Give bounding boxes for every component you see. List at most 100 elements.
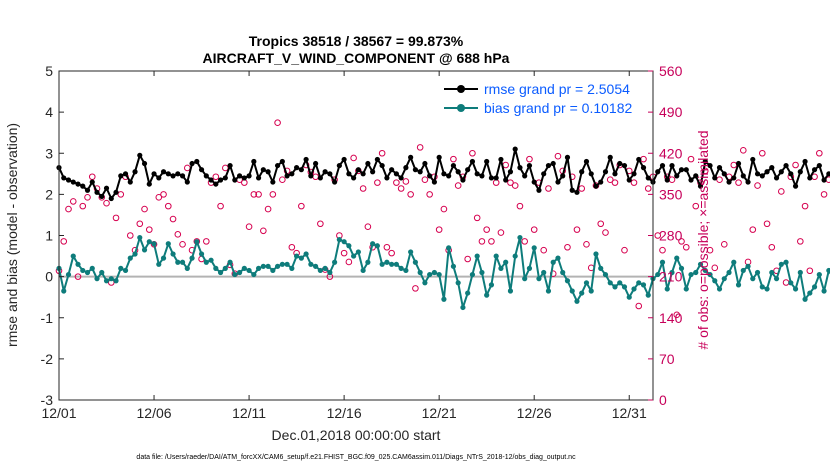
rmse-point-154 bbox=[788, 171, 794, 177]
legend: rmse grand pr = 2.5054 bias grand pr = 0… bbox=[444, 81, 632, 116]
rmse-point-133 bbox=[688, 177, 694, 183]
obs-point-98 bbox=[521, 238, 528, 245]
bias-point-86 bbox=[465, 290, 471, 296]
rmse-point-128 bbox=[664, 177, 670, 183]
bias-point-106 bbox=[560, 269, 566, 276]
rmse-point-75 bbox=[412, 167, 418, 173]
bias-point-136 bbox=[702, 267, 708, 274]
bias-point-78 bbox=[427, 271, 433, 278]
rmse-point-41 bbox=[251, 158, 257, 165]
obs-point-21 bbox=[155, 194, 163, 201]
obs-point-143 bbox=[735, 179, 742, 186]
obs-point-55 bbox=[317, 220, 324, 228]
x-tick-label-2: 12/11 bbox=[232, 405, 266, 421]
obs-point-95 bbox=[507, 179, 514, 186]
obs-point-153 bbox=[782, 279, 790, 286]
rmse-point-57 bbox=[327, 171, 333, 177]
rmse-point-149 bbox=[764, 169, 770, 175]
bias-point-92 bbox=[493, 253, 499, 259]
bias-point-153 bbox=[783, 259, 789, 265]
bias-point-62 bbox=[351, 253, 357, 259]
rmse-point-127 bbox=[659, 162, 666, 169]
rmse-point-84 bbox=[455, 169, 461, 175]
obs-point-68 bbox=[378, 149, 386, 157]
bias-point-133 bbox=[688, 271, 694, 278]
bias-point-55 bbox=[317, 267, 323, 274]
bias-point-122 bbox=[636, 280, 642, 286]
rmse-point-103 bbox=[545, 162, 552, 169]
obs-point-73 bbox=[402, 178, 410, 185]
bias-point-53 bbox=[308, 261, 314, 267]
obs-point-33 bbox=[212, 173, 220, 181]
obs-point-83 bbox=[450, 155, 457, 163]
left-y-tick-label-7: 4 bbox=[45, 104, 53, 120]
bias-point-139 bbox=[716, 286, 723, 292]
bias-point-18 bbox=[141, 247, 148, 253]
y-axis-label-right: # of obs: o=possible; ×=assimilated bbox=[695, 130, 711, 349]
rmse-point-83 bbox=[450, 162, 457, 169]
obs-point-84 bbox=[454, 182, 462, 189]
rmse-point-3 bbox=[70, 179, 76, 185]
obs-point-109 bbox=[573, 226, 581, 233]
rmse-point-42 bbox=[255, 175, 262, 181]
obs-point-51 bbox=[298, 202, 305, 210]
bias-point-26 bbox=[179, 259, 186, 265]
rmse-point-52 bbox=[303, 156, 309, 163]
rmse-point-6 bbox=[84, 187, 91, 193]
bias-point-134 bbox=[693, 269, 699, 276]
left-y-tick-label-6: 3 bbox=[45, 145, 53, 161]
obs-point-160 bbox=[816, 149, 823, 157]
obs-point-65 bbox=[364, 223, 372, 230]
rmse-point-81 bbox=[441, 171, 447, 177]
bias-point-8 bbox=[94, 276, 100, 282]
left-y-tick-label-2: -1 bbox=[41, 310, 54, 326]
bias-point-113 bbox=[593, 251, 599, 257]
rmse-point-32 bbox=[208, 177, 214, 183]
obs-point-22 bbox=[160, 191, 167, 198]
legend-bias-label: bias grand pr = 0.10182 bbox=[484, 100, 632, 116]
bias-point-83 bbox=[450, 263, 457, 269]
bias-point-130 bbox=[674, 255, 680, 261]
rmse-point-101 bbox=[536, 187, 542, 193]
bias-point-160 bbox=[816, 271, 822, 278]
rmse-point-66 bbox=[370, 169, 376, 175]
right-y-tick-label-8: 560 bbox=[659, 63, 683, 79]
rmse-point-155 bbox=[792, 183, 799, 189]
rmse-point-141 bbox=[726, 179, 732, 185]
bias-point-132 bbox=[683, 286, 689, 292]
rmse-point-144 bbox=[740, 173, 746, 179]
bias-point-115 bbox=[602, 271, 609, 278]
rmse-point-98 bbox=[522, 173, 528, 179]
obs-point-81 bbox=[440, 205, 448, 213]
obs-point-86 bbox=[464, 255, 471, 263]
obs-point-97 bbox=[516, 202, 524, 210]
bias-point-56 bbox=[322, 265, 328, 271]
rmse-point-7 bbox=[89, 179, 95, 185]
bias-point-88 bbox=[474, 253, 480, 259]
rmse-point-147 bbox=[754, 171, 761, 177]
obs-point-12 bbox=[112, 214, 120, 222]
bias-point-146 bbox=[750, 276, 756, 282]
obs-point-67 bbox=[374, 179, 381, 186]
rmse-point-114 bbox=[598, 179, 604, 185]
obs-point-121 bbox=[630, 179, 638, 186]
obs-point-77 bbox=[421, 176, 429, 183]
bias-point-11 bbox=[108, 276, 114, 282]
rmse-point-148 bbox=[759, 173, 765, 179]
bias-point-117 bbox=[612, 284, 618, 290]
rmse-point-97 bbox=[517, 165, 523, 171]
rmse-point-124 bbox=[645, 175, 651, 181]
bias-point-1 bbox=[61, 288, 67, 294]
right-y-tick-label-4: 280 bbox=[659, 228, 683, 244]
right-y-tick-label-6: 420 bbox=[659, 145, 683, 161]
bias-point-105 bbox=[555, 255, 561, 261]
bias-point-108 bbox=[569, 288, 575, 294]
bias-point-42 bbox=[255, 265, 262, 271]
bias-point-123 bbox=[640, 282, 647, 288]
obs-point-157 bbox=[801, 202, 809, 210]
rmse-point-55 bbox=[317, 175, 323, 181]
bias-point-7 bbox=[89, 265, 95, 271]
rmse-point-33 bbox=[213, 181, 219, 187]
rmse-point-19 bbox=[146, 181, 152, 187]
bias-point-49 bbox=[289, 265, 295, 271]
